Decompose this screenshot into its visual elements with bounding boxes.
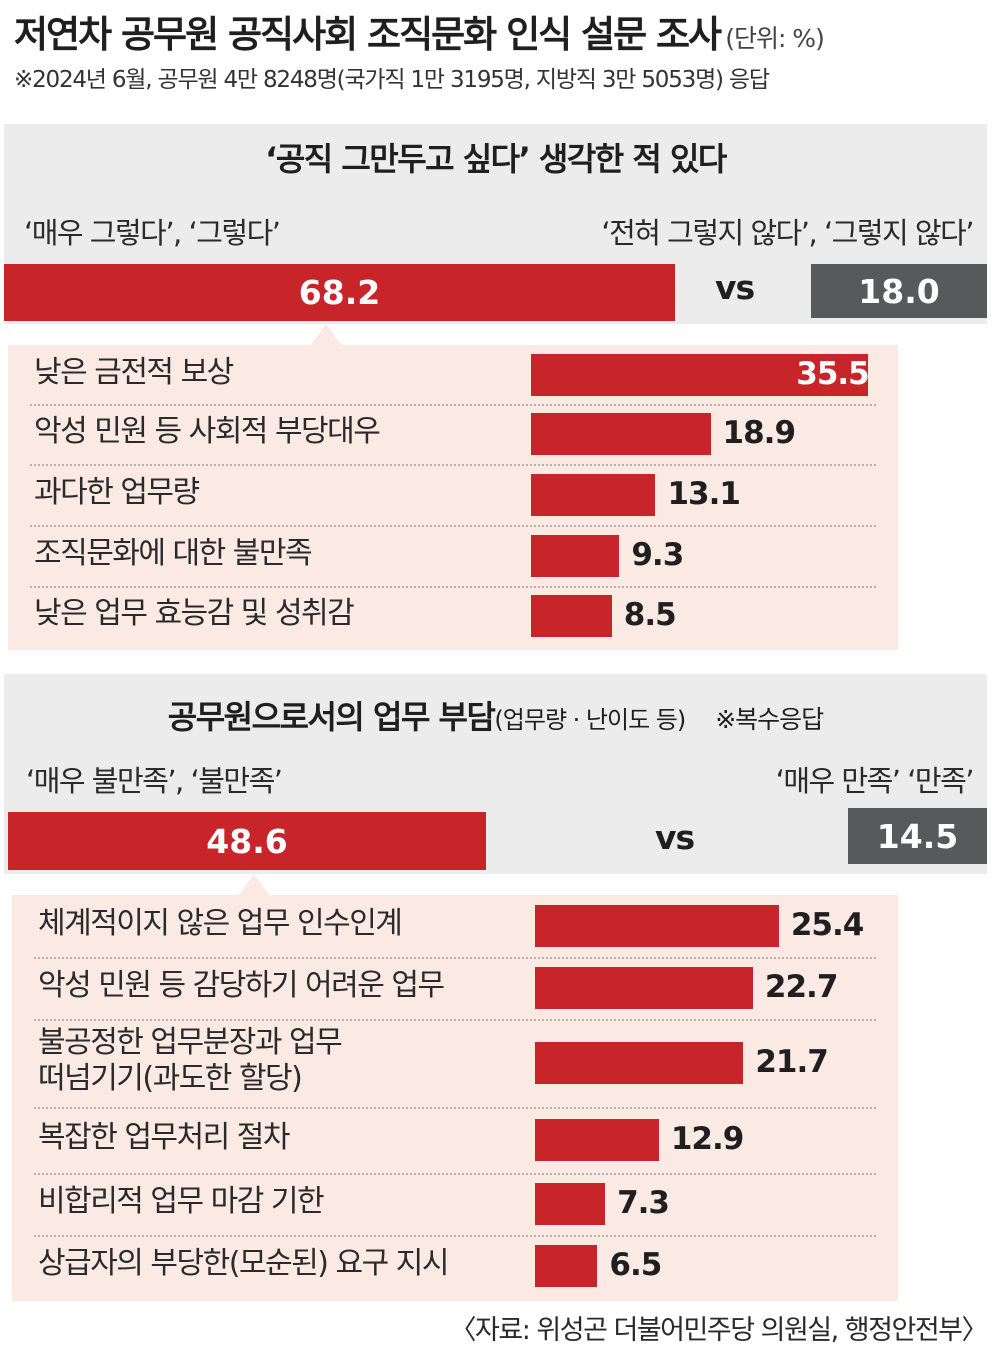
reason-label-line: 체계적이지 않은 업무 인수인계: [38, 906, 403, 941]
reason-label-line: 과다한 업무량: [34, 474, 200, 510]
reason-row: 비합리적 업무 마감 기한 7.3: [12, 1173, 898, 1235]
reason-label: 과다한 업무량: [34, 474, 200, 511]
row-divider: [30, 464, 876, 466]
reason-value: 13.1: [667, 475, 740, 512]
reason-bar: [535, 1042, 744, 1084]
reason-value: 12.9: [670, 1121, 744, 1157]
panel-burden-disagree-label: ‘매우 만족’ ‘만족’: [775, 764, 975, 798]
reason-label: 악성 민원 등 사회적 부당대우: [34, 414, 381, 450]
reason-bar: [535, 1183, 606, 1225]
reason-row: 악성 민원 등 감당하기 어려운 업무 22.7: [12, 957, 898, 1019]
reason-label: 조직문화에 대한 불만족: [34, 535, 313, 572]
reason-label-line: 악성 민원 등 감당하기 어려운 업무: [38, 968, 445, 1003]
reason-value: 21.7: [755, 1044, 828, 1080]
panel-quit-reasons: 낮은 금전적 보상 35.5 악성 민원 등 사회적 부당대우 18.9 과다한 업무량…: [8, 345, 898, 650]
reason-label-line: 악성 민원 등 사회적 부당대우: [34, 414, 381, 449]
row-divider: [30, 404, 876, 406]
reason-label: 비합리적 업무 마감 기한: [38, 1184, 325, 1220]
row-divider: [30, 586, 876, 588]
reason-label-line: 떠넘기기(과도한 할당): [38, 1061, 303, 1096]
panel-burden-disagree-value: 14.5: [876, 816, 959, 856]
reason-row: 악성 민원 등 사회적 부당대우 18.9: [8, 404, 898, 464]
reason-label: 낮은 금전적 보상: [34, 354, 234, 391]
reason-bar: [531, 534, 620, 577]
row-divider: [30, 525, 876, 527]
reason-bar: [535, 1119, 659, 1161]
row-divider: [34, 1107, 876, 1109]
chart-title-row: 저연차 공무원 공직사회 조직문화 인식 설문 조사 (단위: %): [14, 4, 989, 58]
panel-quit-title: ‘공직 그만두고 싶다’ 생각한 적 있다: [265, 140, 727, 178]
reason-value: 8.5: [623, 597, 677, 633]
panel-burden-reasons: 체계적이지 않은 업무 인수인계 25.4 악성 민원 등 감당하기 어려운 업무 2…: [12, 895, 898, 1301]
reason-row: 불공정한 업무분장과 업무 떠넘기기(과도한 할당) 21.7: [12, 1019, 898, 1107]
panel-burden-agree-bar: 48.6: [8, 812, 486, 870]
reason-label: 체계적이지 않은 업무 인수인계: [38, 906, 403, 942]
reason-label-line: 조직문화에 대한 불만족: [34, 535, 313, 571]
reason-value: 35.5: [796, 355, 869, 392]
panel-quit-disagree-label: ‘전혀 그렇지 않다’, ‘그렇지 않다’: [601, 216, 974, 250]
reason-bar: [535, 905, 779, 947]
row-divider: [34, 1173, 876, 1175]
reason-row: 체계적이지 않은 업무 인수인계 25.4: [12, 895, 898, 957]
panel-burden-agree-value: 48.6: [206, 821, 288, 861]
reason-label-line: 불공정한 업무분장과 업무: [38, 1025, 343, 1060]
reason-value: 7.3: [617, 1185, 670, 1221]
reason-label: 복잡한 업무처리 절차: [38, 1120, 290, 1156]
reason-label: 낮은 업무 효능감 및 성취감: [34, 596, 355, 632]
panel-burden-vs: vs: [655, 818, 695, 857]
reason-value: 9.3: [631, 536, 684, 573]
chart-title: 저연차 공무원 공직사회 조직문화 인식 설문 조사: [14, 13, 722, 56]
panel-quit-agree-value: 68.2: [298, 273, 381, 312]
reason-row: 과다한 업무량 13.1: [8, 464, 898, 525]
panel-quit-agree-bar: 68.2: [4, 264, 675, 321]
source-credit: 〈자료: 위성곤 더불어민주당 의원실, 행정안전부〉: [449, 1315, 989, 1346]
row-divider: [34, 1019, 876, 1021]
reason-value: 6.5: [609, 1247, 662, 1283]
reason-value: 22.7: [764, 969, 838, 1005]
reason-bar: [531, 595, 612, 637]
reason-label-line: 복잡한 업무처리 절차: [38, 1120, 290, 1155]
unit-label: (단위: %): [725, 24, 825, 53]
row-divider: [34, 957, 876, 959]
reason-value: 25.4: [790, 907, 864, 943]
panel-quit-disagree-bar: 18.0: [811, 264, 987, 318]
multiple-response-note: ※복수응답: [715, 705, 824, 734]
reason-bar: [531, 413, 711, 455]
reason-label-line: 상급자의 부당한(모순된) 요구 지시: [38, 1246, 449, 1281]
panel-quit-agree-label: ‘매우 그렇다’, ‘그렇다’: [24, 216, 281, 250]
reason-row: 낮은 금전적 보상 35.5: [8, 345, 898, 404]
panel-burden-pointer: [238, 874, 270, 896]
reason-bar: [531, 473, 656, 516]
reason-bar: [535, 967, 753, 1009]
reason-bar: [531, 353, 869, 396]
survey-note: ※2024년 6월, 공무원 4만 8248명(국가직 1만 3195명, 지방…: [14, 67, 770, 93]
panel-burden-title: 공무원으로서의 업무 부담: [167, 698, 496, 736]
reason-label: 상급자의 부당한(모순된) 요구 지시: [38, 1246, 449, 1282]
panel-burden-disagree-bar: 14.5: [848, 808, 987, 864]
panel-burden-header: 공무원으로서의 업무 부담(업무량 · 난이도 등) ※복수응답 ‘매우 불만족’…: [4, 674, 987, 874]
reason-bar: [535, 1245, 598, 1287]
reason-value: 18.9: [722, 415, 796, 451]
reason-label: 악성 민원 등 감당하기 어려운 업무: [38, 968, 445, 1004]
panel-burden-agree-label: ‘매우 불만족’, ‘불만족’: [26, 764, 283, 798]
reason-row: 낮은 업무 효능감 및 성취감 8.5: [8, 586, 898, 646]
reason-row: 상급자의 부당한(모순된) 요구 지시 6.5: [12, 1235, 898, 1297]
reason-label-line: 낮은 금전적 보상: [34, 354, 234, 390]
panel-burden-title-row: 공무원으로서의 업무 부담(업무량 · 난이도 등) ※복수응답: [4, 692, 987, 738]
reason-label-line: 비합리적 업무 마감 기한: [38, 1184, 325, 1219]
panel-burden-title-suffix: (업무량 · 난이도 등): [494, 706, 686, 734]
panel-quit-disagree-value: 18.0: [858, 271, 940, 311]
panel-quit-vs: vs: [715, 268, 755, 307]
reason-row: 복잡한 업무처리 절차 12.9: [12, 1107, 898, 1173]
reason-label: 불공정한 업무분장과 업무 떠넘기기(과도한 할당): [38, 1025, 343, 1097]
row-divider: [34, 1235, 876, 1237]
reason-label-line: 낮은 업무 효능감 및 성취감: [34, 596, 355, 631]
reason-row: 조직문화에 대한 불만족 9.3: [8, 525, 898, 586]
panel-quit-pointer: [310, 324, 342, 346]
